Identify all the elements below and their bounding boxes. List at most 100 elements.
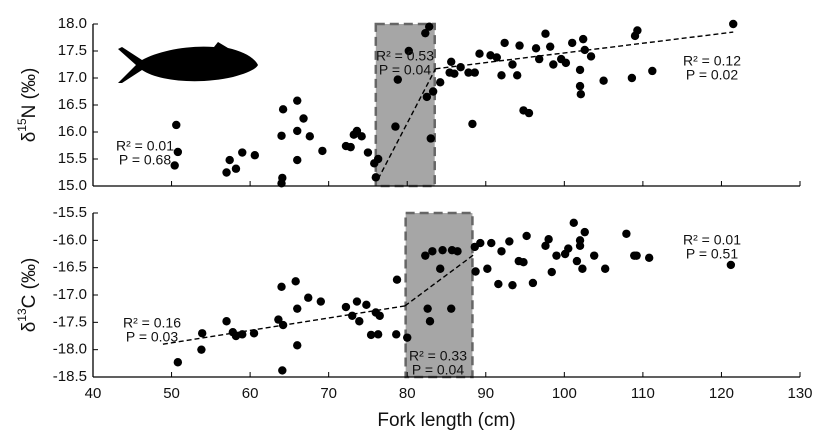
y-tick-label: -18.0 bbox=[53, 341, 87, 358]
fit-line bbox=[435, 31, 734, 70]
data-point bbox=[231, 164, 241, 173]
data-point bbox=[278, 366, 287, 375]
y-tick-label: 15.0 bbox=[58, 177, 87, 194]
data-point bbox=[505, 237, 514, 246]
data-point bbox=[644, 253, 654, 263]
data-point bbox=[561, 58, 571, 68]
data-point bbox=[500, 38, 509, 48]
data-point bbox=[371, 173, 380, 182]
data-point bbox=[278, 320, 288, 330]
y-tick-label: -16.0 bbox=[53, 231, 87, 248]
x-tick-label: 80 bbox=[399, 385, 416, 402]
data-point bbox=[357, 132, 366, 141]
data-point bbox=[578, 34, 588, 44]
x-tick-label: 90 bbox=[477, 385, 494, 402]
y-tick-label: 16.5 bbox=[58, 96, 87, 113]
y-label-suffix: N (‰) bbox=[19, 68, 40, 119]
data-point bbox=[341, 302, 351, 312]
data-point bbox=[425, 317, 435, 326]
data-point bbox=[515, 41, 524, 50]
stat-annotation: R² = 0.16 bbox=[123, 315, 181, 331]
data-point bbox=[277, 282, 286, 291]
stat-annotation: R² = 0.01 bbox=[116, 138, 174, 154]
data-point bbox=[391, 122, 400, 131]
data-point bbox=[393, 75, 402, 84]
data-point bbox=[575, 81, 585, 91]
data-point bbox=[453, 247, 462, 256]
data-point bbox=[436, 264, 445, 273]
data-point bbox=[436, 78, 445, 87]
data-point bbox=[494, 279, 503, 289]
data-point bbox=[293, 155, 302, 165]
data-point bbox=[541, 241, 550, 250]
data-point bbox=[293, 304, 302, 313]
y-tick-label: 17.0 bbox=[58, 69, 87, 86]
data-point bbox=[564, 244, 573, 253]
y-label-sup: 13 bbox=[15, 308, 29, 322]
data-point bbox=[572, 256, 582, 266]
x-tick-label: 130 bbox=[787, 385, 812, 402]
stat-annotation: P = 0.02 bbox=[686, 67, 739, 83]
y-label-sup: 15 bbox=[15, 118, 29, 132]
data-point bbox=[447, 304, 456, 313]
stat-annotation: P = 0.51 bbox=[686, 246, 739, 262]
shaded-range bbox=[404, 211, 474, 379]
y-label-suffix: C (‰) bbox=[19, 258, 40, 309]
data-point bbox=[421, 28, 430, 38]
data-point bbox=[438, 245, 447, 255]
data-point bbox=[580, 45, 589, 55]
data-point bbox=[541, 29, 550, 38]
data-point bbox=[627, 73, 637, 83]
y-tick-label: -17.0 bbox=[53, 286, 87, 303]
data-point bbox=[362, 300, 371, 310]
y-tick-label: -16.5 bbox=[53, 259, 87, 276]
data-point bbox=[633, 26, 642, 35]
x-tick-label: 70 bbox=[320, 385, 337, 402]
data-point bbox=[508, 280, 517, 290]
data-point bbox=[513, 71, 522, 80]
data-point bbox=[468, 119, 477, 129]
data-point bbox=[589, 251, 599, 260]
data-point bbox=[471, 267, 480, 276]
fit-line bbox=[377, 68, 437, 180]
data-point bbox=[600, 264, 610, 273]
data-point bbox=[375, 311, 384, 320]
data-point bbox=[492, 53, 501, 62]
x-tick-label: 110 bbox=[631, 385, 655, 402]
stat-annotation: P = 0.03 bbox=[126, 329, 179, 345]
data-point bbox=[476, 238, 485, 248]
data-point bbox=[544, 235, 553, 244]
y-label-prefix: δ bbox=[19, 322, 40, 333]
y-tick-label: 17.5 bbox=[58, 42, 87, 59]
fish-icon bbox=[118, 42, 258, 83]
data-point bbox=[421, 251, 430, 260]
data-point bbox=[348, 311, 357, 320]
data-point bbox=[524, 108, 534, 118]
data-point bbox=[632, 251, 641, 260]
data-point bbox=[522, 231, 531, 241]
data-point bbox=[392, 330, 401, 339]
data-point bbox=[425, 22, 434, 31]
stat-annotation: R² = 0.53 bbox=[376, 48, 434, 64]
stat-annotation: P = 0.04 bbox=[412, 362, 465, 378]
data-point bbox=[355, 317, 364, 326]
data-point bbox=[586, 52, 596, 61]
data-point bbox=[428, 87, 438, 96]
data-point bbox=[552, 251, 561, 260]
data-point bbox=[403, 333, 412, 342]
data-point bbox=[519, 258, 528, 267]
data-point bbox=[373, 154, 383, 164]
data-point bbox=[293, 126, 302, 136]
data-point bbox=[648, 66, 657, 76]
data-point bbox=[426, 134, 435, 143]
data-point bbox=[249, 329, 259, 338]
data-point bbox=[231, 331, 241, 341]
data-point bbox=[293, 341, 302, 350]
data-point bbox=[475, 49, 484, 58]
data-point bbox=[729, 19, 738, 29]
y-tick-label: -15.5 bbox=[53, 204, 87, 221]
data-point bbox=[363, 148, 373, 157]
data-point bbox=[316, 297, 326, 306]
data-point bbox=[352, 297, 362, 306]
data-point bbox=[464, 68, 473, 77]
